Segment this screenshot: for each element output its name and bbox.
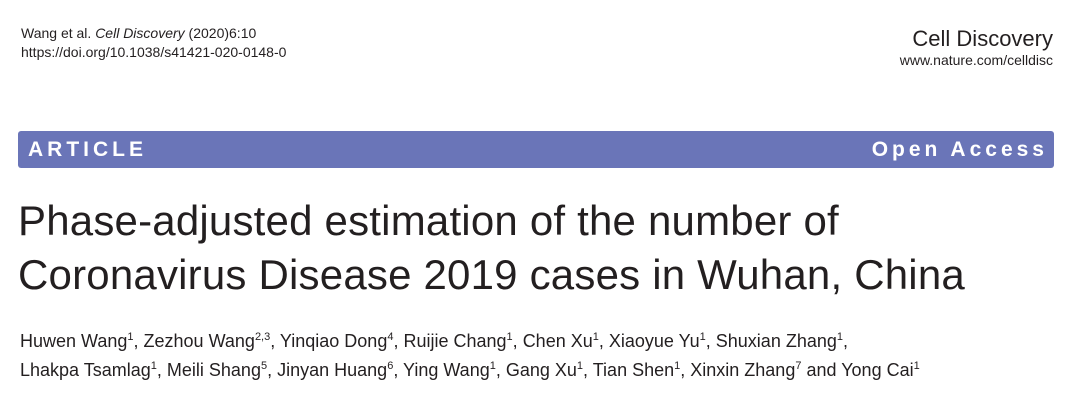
author-name[interactable]: Xiaoyue Yu <box>608 331 700 351</box>
journal-brand: Cell Discovery www.nature.com/celldisc <box>900 27 1053 69</box>
doi-link[interactable]: https://doi.org/10.1038/s41421-020-0148-… <box>21 44 287 60</box>
citation-authors: Wang et al. <box>21 25 92 41</box>
citation-journal: Cell Discovery <box>95 25 185 41</box>
article-title: Phase-adjusted estimation of the number … <box>18 194 965 302</box>
journal-name: Cell Discovery <box>912 26 1053 51</box>
author-line-2: Lhakpa Tsamlag1, Meili Shang5, Jinyan Hu… <box>20 356 1060 385</box>
author-separator: , <box>495 360 506 380</box>
affiliation-marker[interactable]: 4 <box>387 331 394 343</box>
affiliation-marker[interactable]: 1 <box>674 360 681 372</box>
author-name[interactable]: Shuxian Zhang <box>715 331 837 351</box>
affiliation-marker[interactable]: 2,3 <box>254 331 271 343</box>
author-separator: , <box>680 360 691 380</box>
title-line-2: Coronavirus Disease 2019 cases in Wuhan,… <box>18 251 965 298</box>
affiliation-marker[interactable]: 1 <box>150 360 157 372</box>
affiliation-marker[interactable]: 1 <box>699 331 706 343</box>
affiliation-marker[interactable]: 6 <box>387 360 394 372</box>
affiliation-marker[interactable]: 5 <box>260 360 268 372</box>
author-name[interactable]: Gang Xu <box>505 360 577 380</box>
author-separator: , <box>133 331 144 351</box>
citation-year-volume: (2020)6:10 <box>188 25 257 41</box>
affiliation-marker[interactable]: 1 <box>913 360 920 372</box>
author-separator: , <box>270 331 280 351</box>
author-separator: , <box>705 331 716 351</box>
author-name[interactable]: Xinxin Zhang <box>690 360 796 380</box>
affiliation-marker[interactable]: 1 <box>506 331 513 343</box>
affiliation-marker[interactable]: 1 <box>836 331 843 343</box>
author-name[interactable]: Tian Shen <box>592 360 675 380</box>
author-separator: , <box>393 360 403 380</box>
open-access-label: Open Access <box>871 137 1048 161</box>
author-separator: , <box>598 331 609 351</box>
citation-line: Wang et al. Cell Discovery (2020)6:10 <box>21 24 286 43</box>
author-name[interactable]: Chen Xu <box>522 331 593 351</box>
author-separator: and <box>801 360 842 380</box>
affiliation-marker[interactable]: 1 <box>592 331 599 343</box>
author-line-1: Huwen Wang1, Zezhou Wang2,3, Yinqiao Don… <box>20 327 1060 356</box>
author-separator: , <box>843 331 849 351</box>
author-name[interactable]: Jinyan Huang <box>277 360 388 380</box>
author-name[interactable]: Lhakpa Tsamlag <box>20 360 151 380</box>
author-name[interactable]: Yong Cai <box>841 360 914 380</box>
author-list: Huwen Wang1, Zezhou Wang2,3, Yinqiao Don… <box>20 327 1060 385</box>
author-name[interactable]: Ying Wang <box>403 360 490 380</box>
title-line-1: Phase-adjusted estimation of the number … <box>18 197 839 244</box>
author-name[interactable]: Meili Shang <box>166 360 261 380</box>
author-separator: , <box>267 360 278 380</box>
author-name[interactable]: Huwen Wang <box>20 331 128 351</box>
author-separator: , <box>512 331 523 351</box>
author-separator: , <box>393 331 404 351</box>
affiliation-marker[interactable]: 1 <box>576 360 584 372</box>
author-name[interactable]: Ruijie Chang <box>403 331 507 351</box>
author-separator: , <box>583 360 593 380</box>
affiliation-marker[interactable]: 1 <box>489 360 496 372</box>
article-type-label: ARTICLE <box>28 137 147 161</box>
author-separator: , <box>156 360 167 380</box>
citation-block: Wang et al. Cell Discovery (2020)6:10 ht… <box>21 24 286 62</box>
affiliation-marker[interactable]: 1 <box>127 331 134 343</box>
article-banner: ARTICLE Open Access <box>18 131 1054 168</box>
affiliation-marker[interactable]: 7 <box>795 360 802 372</box>
journal-url[interactable]: www.nature.com/celldisc <box>899 52 1053 68</box>
author-name[interactable]: Yinqiao Dong <box>279 331 388 351</box>
author-name[interactable]: Zezhou Wang <box>143 331 255 351</box>
